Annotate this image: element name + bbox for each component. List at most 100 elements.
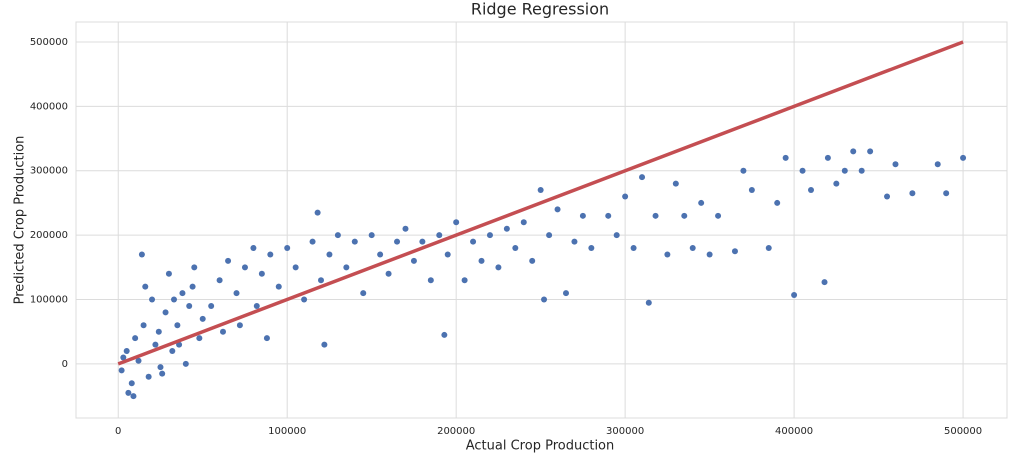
x-tick-label: 400000 [775,426,813,437]
point [588,245,595,252]
point [171,296,177,303]
point [892,161,899,168]
y-tick-label: 100000 [30,295,68,306]
point [196,335,203,342]
point [731,248,738,255]
y-tick-label: 500000 [30,37,68,48]
point [664,251,671,258]
point [639,174,646,181]
point [486,232,493,239]
point [182,360,189,367]
point [385,270,392,277]
point [149,296,156,303]
point [850,148,857,155]
point [799,167,806,174]
point [605,212,612,219]
point [142,283,149,290]
chart-title: Ridge Regression [471,0,609,19]
y-axis-label: Predicted Crop Production [13,136,28,305]
point [833,180,840,187]
point [128,380,135,387]
point [529,257,536,264]
point [174,322,181,329]
point [191,264,198,271]
point [884,193,891,200]
point [652,212,659,219]
plot-frame [75,21,1008,419]
point [208,302,215,309]
point [140,322,147,329]
point [689,245,696,252]
point [402,225,409,232]
point [199,315,206,322]
point [394,238,401,245]
point [706,251,713,258]
point [377,251,384,258]
point [774,199,781,206]
point [309,238,316,245]
point [461,277,468,284]
point [630,245,637,252]
point [165,270,172,277]
point [216,277,223,284]
point [410,257,417,264]
point [241,264,248,271]
x-axis-label: Actual Crop Production [466,439,615,454]
point [748,187,755,194]
point [321,341,328,348]
point [263,335,270,342]
point [453,219,460,226]
point [145,373,152,380]
point [645,299,652,306]
point [368,232,375,239]
point [292,264,299,271]
point [162,309,169,316]
point [135,357,142,364]
point [155,328,162,335]
point [351,238,358,245]
point [563,290,569,297]
point [152,341,159,348]
point [233,290,240,297]
point [120,354,127,361]
point [284,245,291,252]
point [123,348,130,355]
point [782,154,789,161]
point [546,232,553,239]
point [765,245,772,252]
point [541,296,548,303]
y-tick-label: 300000 [30,166,68,177]
point [571,238,578,245]
x-tick-label: 300000 [606,426,644,437]
point [579,212,586,219]
point [821,279,828,286]
point [715,212,722,219]
point [250,245,257,252]
point [275,283,282,290]
point [436,232,443,239]
fit-line [117,40,964,366]
point [267,251,274,258]
y-tick-label: 400000 [30,101,68,112]
point [622,193,629,200]
point [130,393,137,400]
point [512,245,519,252]
point [169,348,176,355]
point [681,212,688,219]
point [672,180,679,187]
point [791,292,798,299]
point [934,161,941,168]
point [841,167,848,174]
point [125,389,132,396]
point [858,167,865,174]
point [118,367,125,374]
point [157,364,164,371]
point [159,370,166,377]
point [343,264,350,271]
point [427,277,434,284]
point [419,238,426,245]
point [258,270,265,277]
y-tick-label: 0 [62,359,68,370]
point [613,232,620,239]
point [441,331,448,338]
